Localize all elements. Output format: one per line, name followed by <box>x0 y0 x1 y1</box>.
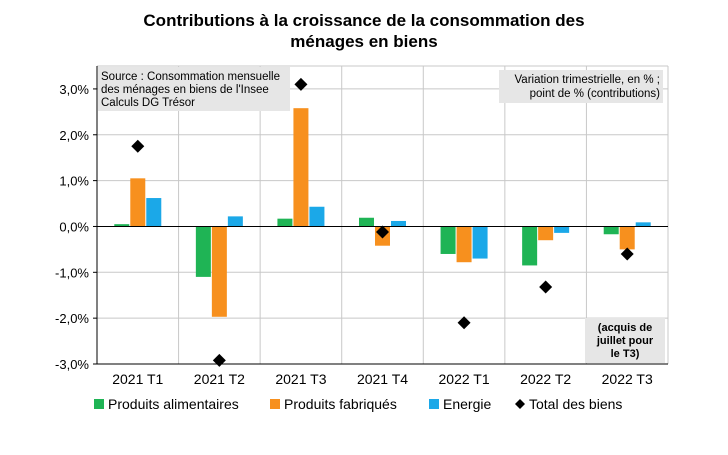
acquis-note-line: (acquis de <box>598 322 652 334</box>
source-note-line: des ménages en biens de l'Insee <box>101 84 269 96</box>
total-marker-4 <box>457 316 471 330</box>
bar-produits-fabriqu-s-1 <box>211 226 227 317</box>
bar-produits-fabriqu-s-4 <box>456 226 472 263</box>
x-tick-label: 2021 T3 <box>275 371 326 387</box>
unit-note-line: Variation trimestrielle, en % ; <box>514 74 660 86</box>
y-tick-label: 2,0% <box>59 128 89 143</box>
legend-swatch <box>515 399 525 409</box>
unit-box <box>499 70 663 103</box>
bars <box>114 108 651 317</box>
total-marker-6 <box>620 247 634 261</box>
bar-energie-1 <box>227 216 243 227</box>
y-tick-label: -1,0% <box>55 265 89 280</box>
legend-swatch <box>94 399 104 409</box>
bar-produits-alimentaires-0 <box>114 224 130 227</box>
bar-produits-alimentaires-1 <box>195 226 211 277</box>
total-marker-1 <box>212 353 226 367</box>
legend: Produits alimentaires Produits fabriqués E… <box>94 396 622 412</box>
bar-produits-alimentaires-6 <box>603 226 619 235</box>
bar-produits-fabriqu-s-0 <box>130 178 146 227</box>
bar-energie-2 <box>309 206 325 227</box>
bar-energie-5 <box>554 226 570 233</box>
bar-produits-fabriqu-s-5 <box>538 226 554 241</box>
bar-energie-4 <box>472 226 488 259</box>
y-tick-label: -2,0% <box>55 311 89 326</box>
y-tick-label: -3,0% <box>55 357 89 372</box>
x-tick-label: 2022 T2 <box>520 371 571 387</box>
unit-note-line: point de % (contributions) <box>530 88 661 100</box>
bar-produits-alimentaires-3 <box>359 217 374 227</box>
y-tick-label: 0,0% <box>59 219 89 234</box>
y-tick-label: 1,0% <box>59 174 89 189</box>
x-tick-label: 2021 T4 <box>357 371 408 387</box>
legend-label: Energie <box>443 396 491 412</box>
bar-produits-alimentaires-4 <box>440 226 456 254</box>
chart-title: Contributions à la croissance de la cons… <box>143 11 584 51</box>
total-markers <box>131 77 634 367</box>
total-marker-3 <box>376 225 389 239</box>
total-marker-2 <box>294 77 308 91</box>
bar-produits-fabriqu-s-6 <box>619 226 635 250</box>
chart-title-line: ménages en biens <box>290 32 437 51</box>
source-note-line: Source : Consommation mensuelle <box>101 71 280 83</box>
legend-label: Produits fabriqués <box>284 396 397 412</box>
total-marker-5 <box>539 280 553 294</box>
legend-swatch <box>429 399 439 409</box>
note-box <box>585 318 665 363</box>
legend-label: Total des biens <box>529 396 622 412</box>
x-tick-label: 2021 T1 <box>112 371 163 387</box>
bar-produits-alimentaires-5 <box>522 226 538 266</box>
source-box <box>98 67 290 111</box>
bar-produits-fabriqu-s-2 <box>293 108 309 227</box>
x-tick-label: 2021 T2 <box>194 371 245 387</box>
acquis-note-line: le T3) <box>611 348 640 360</box>
legend-swatch <box>270 399 280 409</box>
total-marker-0 <box>131 139 145 153</box>
x-tick-label: 2022 T3 <box>602 371 653 387</box>
bar-produits-alimentaires-2 <box>277 218 293 227</box>
acquis-note-line: juillet pour <box>596 335 654 347</box>
y-tick-label: 3,0% <box>59 82 89 97</box>
x-tick-label: 2022 T1 <box>439 371 490 387</box>
legend-label: Produits alimentaires <box>108 396 239 412</box>
source-note-line: Calculs DG Trésor <box>101 97 195 109</box>
bar-energie-3 <box>391 220 406 227</box>
chart-title-line: Contributions à la croissance de la cons… <box>143 11 584 30</box>
bar-energie-0 <box>146 198 162 227</box>
bar-energie-6 <box>635 222 651 227</box>
axes: -3,0% -2,0% -1,0% 0,0% 1,0% 2,0% 3,0% 2021 T1 20… <box>55 66 668 387</box>
